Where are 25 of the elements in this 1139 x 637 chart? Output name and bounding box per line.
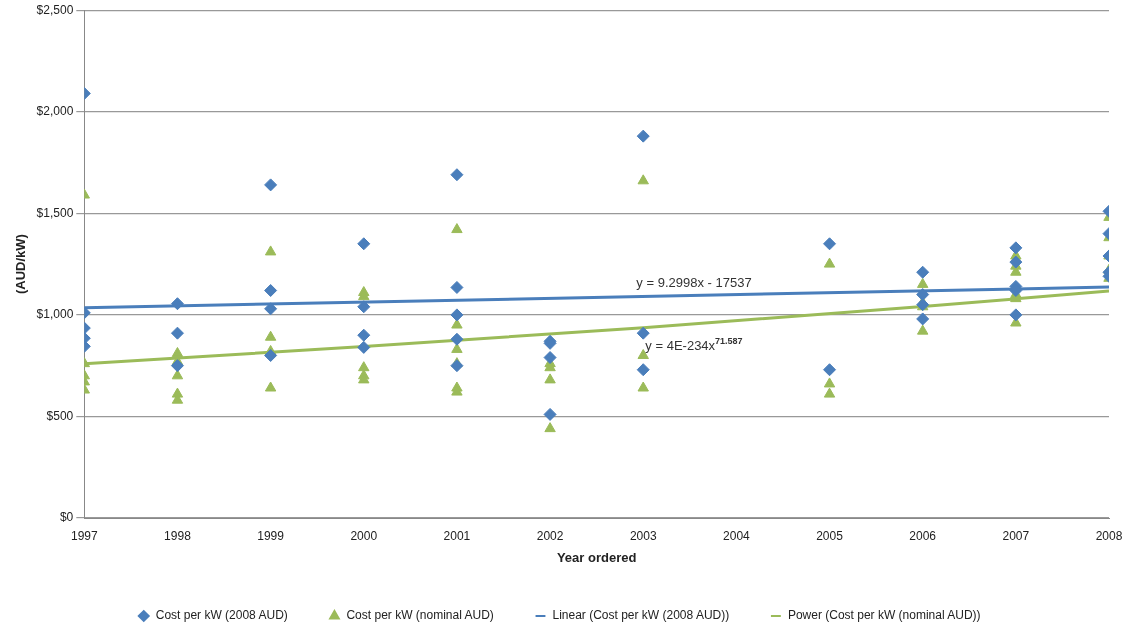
x-tick-label: 1998 <box>164 528 192 543</box>
legend-label: Power (Cost per kW (nominal AUD)) <box>787 608 981 623</box>
x-tick-label: 2007 <box>1002 528 1030 543</box>
legend-label: Cost per kW (nominal AUD) <box>346 608 494 623</box>
x-tick-label: 2004 <box>723 528 751 543</box>
x-tick-label: 2003 <box>629 528 657 543</box>
annotation: y = 9.2998x - 17537 <box>636 274 752 290</box>
x-tick-label: 2005 <box>816 528 844 543</box>
x-tick-label: 1999 <box>257 528 285 543</box>
x-tick-label: 2000 <box>350 528 378 543</box>
y-tick-label: $2,500 <box>36 2 74 17</box>
y-tick-label: $1,000 <box>36 307 74 322</box>
legend-label: Linear (Cost per kW (2008 AUD)) <box>552 608 730 623</box>
x-tick-label: 2006 <box>909 528 937 543</box>
x-tick-label: 2008 <box>1095 528 1123 543</box>
x-tick-label: 2001 <box>443 528 471 543</box>
y-tick-label: $0 <box>59 510 74 525</box>
y-tick-label: $2,000 <box>36 104 74 119</box>
y-axis-title: (AUD/kW) <box>13 234 29 295</box>
x-tick-label: 1997 <box>70 528 98 543</box>
x-tick-label: 2002 <box>536 528 564 543</box>
x-axis-title: Year ordered <box>556 549 637 565</box>
legend-label: Cost per kW (2008 AUD) <box>155 608 288 623</box>
y-tick-label: $500 <box>46 408 74 423</box>
y-tick-label: $1,500 <box>36 205 74 220</box>
